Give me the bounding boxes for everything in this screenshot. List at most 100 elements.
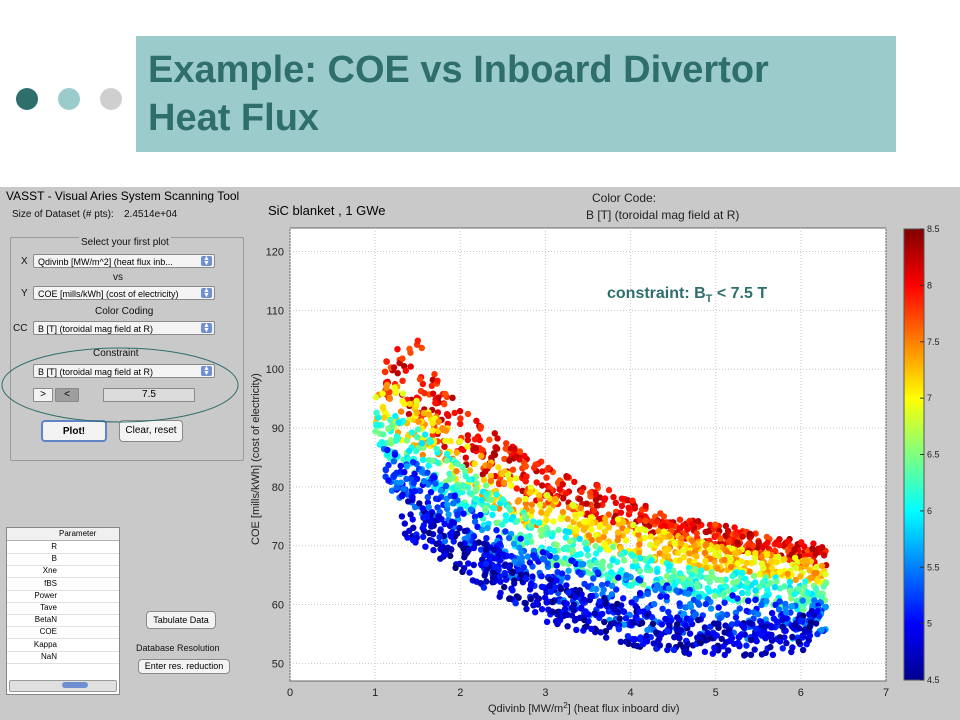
- data-point: [583, 623, 590, 630]
- table-row[interactable]: Xne: [7, 565, 119, 579]
- data-point: [501, 569, 508, 577]
- colorbar-tick-label: 4.5: [927, 675, 940, 685]
- data-point: [715, 604, 722, 611]
- data-point: [664, 628, 671, 635]
- data-point: [764, 539, 771, 546]
- data-point: [813, 563, 820, 571]
- x-axis-select[interactable]: Qdivinb [MW/m^2] (heat flux inb... ▲ ▼: [33, 254, 215, 268]
- y-axis-select[interactable]: COE [mills/kWh] (cost of electricity) ▲ ▼: [33, 286, 215, 300]
- data-point: [489, 504, 497, 512]
- data-point: [444, 420, 451, 427]
- data-point: [513, 453, 520, 460]
- data-point: [473, 417, 480, 424]
- data-point: [509, 568, 516, 575]
- data-point: [678, 627, 685, 634]
- data-point: [747, 636, 755, 644]
- data-point: [680, 554, 687, 561]
- data-point: [758, 651, 766, 658]
- data-point: [454, 511, 461, 518]
- data-point: [695, 518, 702, 525]
- data-point: [670, 646, 677, 654]
- data-point: [382, 368, 389, 376]
- data-point: [562, 490, 570, 497]
- data-point: [547, 576, 554, 583]
- constraint-value-input[interactable]: 7.5: [103, 388, 195, 402]
- table-row[interactable]: NaN: [7, 651, 119, 664]
- table-row[interactable]: Tave: [7, 602, 119, 615]
- tabulate-data-button[interactable]: Tabulate Data: [146, 611, 216, 629]
- data-point: [618, 495, 626, 502]
- table-row[interactable]: BetaN: [7, 614, 119, 628]
- table-row[interactable]: Kappa: [7, 639, 119, 652]
- table-row[interactable]: fBS: [7, 578, 119, 591]
- data-point: [756, 570, 763, 578]
- data-point: [522, 513, 529, 520]
- data-point: [471, 518, 479, 525]
- data-point: [472, 495, 479, 503]
- table-row[interactable]: R: [7, 541, 119, 554]
- constraint-select[interactable]: B [T] (toroidal mag field at R) ▲ ▼: [33, 364, 215, 378]
- data-point: [461, 535, 468, 543]
- data-point: [670, 567, 677, 574]
- plot-button[interactable]: Plot!: [41, 420, 107, 442]
- data-point: [522, 600, 529, 607]
- data-point: [473, 485, 480, 493]
- less-than-toggle[interactable]: <: [55, 388, 79, 402]
- data-point: [464, 410, 472, 418]
- data-point: [552, 495, 559, 503]
- data-point: [640, 608, 647, 615]
- table-row[interactable]: COE: [7, 626, 119, 640]
- data-point: [660, 524, 668, 531]
- table-scrollbar[interactable]: [9, 680, 117, 692]
- data-point: [717, 535, 724, 542]
- data-point: [430, 546, 437, 554]
- data-point: [703, 528, 710, 536]
- table-row[interactable]: Power: [7, 590, 119, 603]
- data-point: [752, 637, 759, 644]
- data-point: [540, 556, 548, 563]
- table-row-label: BetaN: [34, 615, 57, 625]
- data-point: [498, 521, 506, 528]
- data-point: [791, 621, 799, 628]
- color-coding-label: Color Coding: [95, 306, 154, 317]
- data-point: [409, 536, 417, 544]
- data-point: [629, 497, 636, 504]
- data-point: [450, 538, 457, 545]
- data-point: [711, 631, 718, 638]
- data-point: [814, 577, 821, 584]
- data-point: [617, 569, 624, 576]
- data-point: [732, 531, 740, 538]
- data-point: [762, 623, 769, 630]
- data-point: [773, 558, 780, 566]
- data-point: [657, 593, 664, 600]
- data-point: [497, 578, 504, 585]
- data-point: [630, 521, 637, 529]
- data-point: [644, 563, 651, 570]
- greater-than-toggle[interactable]: >: [33, 388, 53, 402]
- data-point: [486, 462, 493, 469]
- color-coding-select[interactable]: B [T] (toroidal mag field at R) ▲ ▼: [33, 321, 215, 335]
- data-point: [559, 570, 566, 577]
- data-point: [799, 597, 806, 604]
- data-point: [758, 601, 765, 609]
- data-point: [739, 569, 746, 577]
- x-tick-label: 5: [713, 687, 719, 699]
- data-point: [707, 605, 715, 612]
- data-point: [709, 573, 716, 580]
- data-point: [483, 482, 490, 489]
- clear-reset-button[interactable]: Clear, reset: [119, 420, 183, 442]
- data-point: [637, 636, 644, 643]
- data-point: [443, 450, 451, 458]
- table-row[interactable]: B: [7, 553, 119, 567]
- data-point: [549, 598, 556, 606]
- data-point: [572, 586, 579, 594]
- x-select-arrows-icon: ▲ ▼: [201, 255, 212, 267]
- enter-res-reduction-button[interactable]: Enter res. reduction: [138, 659, 230, 674]
- table-scroll-thumb[interactable]: [62, 682, 88, 688]
- x-tick-label: 3: [542, 687, 548, 699]
- data-point: [555, 526, 562, 534]
- data-point: [779, 616, 786, 624]
- data-point: [768, 631, 775, 639]
- data-point: [439, 543, 446, 550]
- data-point: [762, 635, 769, 642]
